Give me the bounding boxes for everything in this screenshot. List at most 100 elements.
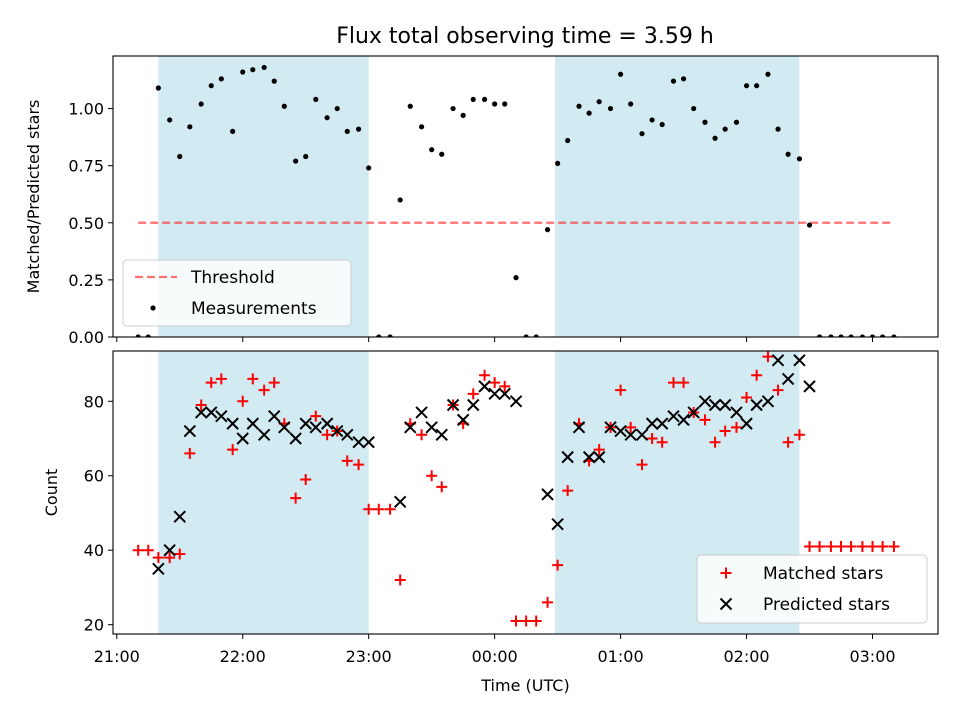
predicted-star-point xyxy=(793,354,806,367)
predicted-star-point xyxy=(226,417,239,430)
predicted-star-point xyxy=(278,421,291,434)
measurement-point xyxy=(356,126,362,132)
predicted-star-point xyxy=(152,562,165,576)
matched-star-point xyxy=(667,377,679,389)
predicted-star-point xyxy=(478,380,491,393)
measurement-point xyxy=(859,334,866,337)
predicted-star-point xyxy=(425,421,438,434)
measurement-point xyxy=(891,334,897,337)
measurement-point xyxy=(796,156,803,162)
matched-star-point xyxy=(625,421,637,433)
matched-star-point xyxy=(479,369,491,381)
predicted-star-point xyxy=(341,428,354,441)
matched-star-point xyxy=(237,395,249,407)
measurement-point xyxy=(596,99,602,105)
y-axis-label: Matched/Predicted stars xyxy=(24,100,43,294)
measurement-point xyxy=(670,78,677,84)
y-tick-label: 40 xyxy=(84,541,104,560)
matched-star-point xyxy=(615,384,627,396)
matched-star-point xyxy=(867,540,879,552)
measurement-point xyxy=(344,128,350,134)
predicted-star-point xyxy=(362,436,375,449)
matched-star-point xyxy=(499,380,511,392)
legend-measurement-swatch xyxy=(150,305,156,311)
matched-star-point xyxy=(290,492,302,504)
predicted-star-point xyxy=(352,436,365,449)
predicted-star-point xyxy=(509,395,523,408)
predicted-star-point xyxy=(708,398,722,412)
x-tick-label: 00:00 xyxy=(472,647,518,666)
matched-star-point xyxy=(845,540,857,552)
matched-star-point xyxy=(152,552,164,564)
x-tick-label: 03:00 xyxy=(849,647,895,666)
measurement-point xyxy=(429,147,435,153)
measurement-point xyxy=(565,137,571,144)
matched-star-point xyxy=(174,548,186,560)
legend: Matched stars Predicted stars xyxy=(696,554,928,624)
measurement-point xyxy=(218,76,224,82)
measurement-point xyxy=(586,110,592,116)
matched-star-point xyxy=(835,540,847,552)
matched-star-point xyxy=(426,470,438,482)
observing-band xyxy=(158,351,369,634)
predicted-star-point xyxy=(572,421,586,434)
matched-star-point xyxy=(195,399,207,411)
chart-title: Flux total observing time = 3.59 h xyxy=(336,24,714,49)
matched-star-point xyxy=(636,459,648,471)
y-tick-label: 0.50 xyxy=(68,214,104,233)
measurement-point xyxy=(576,103,582,109)
predicted-star-point xyxy=(246,417,260,430)
y-tick-label: 0.75 xyxy=(68,157,104,176)
matched-star-point xyxy=(510,615,522,627)
matched-star-point xyxy=(321,429,333,441)
matched-star-point xyxy=(520,615,532,627)
y-tick-label: 0.25 xyxy=(68,271,104,290)
measurement-point xyxy=(240,69,246,75)
predicted-star-point xyxy=(604,421,617,434)
measurement-point xyxy=(743,83,750,89)
matched-star-point xyxy=(258,384,270,396)
matched-star-point xyxy=(656,436,668,448)
matched-star-point xyxy=(436,481,448,493)
matched-star-point xyxy=(814,540,826,552)
predicted-star-point xyxy=(309,421,322,434)
predicted-star-point xyxy=(299,417,312,430)
measurement-point xyxy=(481,96,488,103)
measurement-point xyxy=(198,101,204,107)
x-axis-label: Time (UTC) xyxy=(480,676,569,695)
predicted-star-point xyxy=(667,409,680,423)
predicted-star-point xyxy=(330,424,344,438)
y-tick-label: 1.00 xyxy=(68,100,104,119)
matched-star-point xyxy=(353,459,365,471)
matched-star-point xyxy=(310,410,322,422)
predicted-star-point xyxy=(771,354,785,367)
predicted-star-point xyxy=(561,450,574,464)
measurement-point xyxy=(733,119,740,125)
matched-star-point xyxy=(751,369,763,381)
predicted-star-point xyxy=(435,428,448,441)
measurement-point xyxy=(135,334,141,337)
matched-star-point xyxy=(678,377,690,389)
top-panel: 0.00 0.25 0.50 0.75 1.00 Matched/Predicted st… xyxy=(24,55,939,347)
measurement-point xyxy=(492,101,498,107)
axes-frame xyxy=(112,55,939,338)
matched-star-point xyxy=(373,503,385,515)
measurement-point xyxy=(544,227,551,233)
y-tick-label: 60 xyxy=(84,467,104,486)
measurement-point xyxy=(460,112,466,118)
measurement-point xyxy=(407,103,413,109)
predicted-star-point xyxy=(582,450,596,464)
predicted-star-point xyxy=(456,413,470,427)
matched-star-point xyxy=(184,447,196,459)
predicted-star-point xyxy=(498,387,511,401)
predicted-star-point xyxy=(446,398,460,412)
predicted-star-point xyxy=(592,450,606,464)
predicted-star-point xyxy=(268,409,281,423)
measurement-point xyxy=(177,153,183,160)
measurement-point xyxy=(261,64,267,71)
matched-star-point xyxy=(552,559,564,571)
matched-star-point xyxy=(489,377,501,389)
matched-star-point xyxy=(772,384,784,396)
measurement-point xyxy=(324,115,330,121)
